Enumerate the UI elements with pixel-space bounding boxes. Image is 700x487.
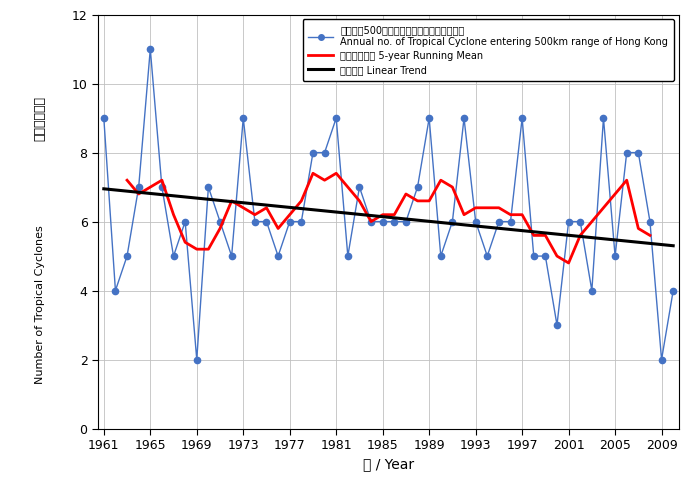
Text: 熱帶氣旋數目: 熱帶氣旋數目: [34, 95, 46, 141]
X-axis label: 年 / Year: 年 / Year: [363, 457, 414, 471]
Text: Number of Tropical Cyclones: Number of Tropical Cyclones: [35, 225, 45, 384]
Legend: 進入香港500公里範圍的年平均熱帶氣旋數目
Annual no. of Tropical Cyclone entering 500km range of Hon: 進入香港500公里範圍的年平均熱帶氣旋數目 Annual no. of Trop…: [302, 19, 674, 80]
